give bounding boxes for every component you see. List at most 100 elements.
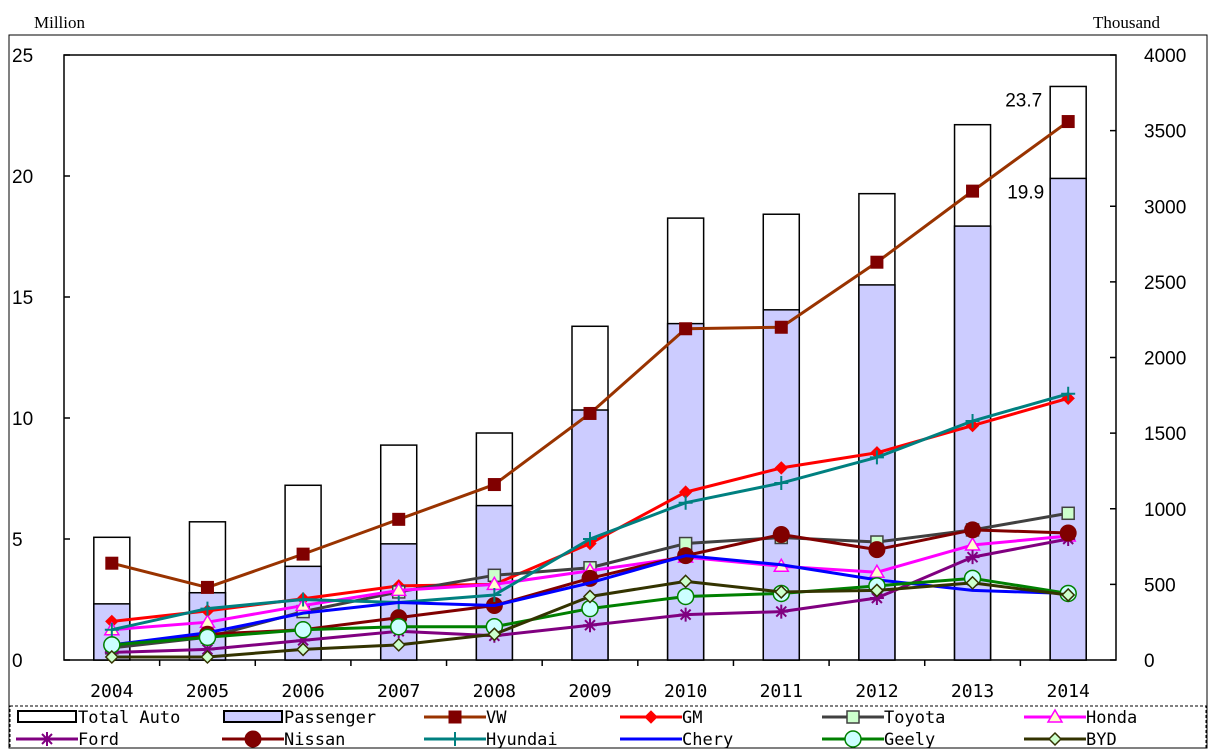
point-byd-2010 xyxy=(678,574,693,589)
point-ford-2009 xyxy=(583,618,597,633)
x-tick-label: 2010 xyxy=(664,681,707,702)
point-byd-2014 xyxy=(1061,587,1076,603)
legend: Total Auto Passenger VW GM Toyota Honda Ford Ni… xyxy=(16,708,1137,749)
legend-marker xyxy=(448,710,462,724)
point-ford-2005 xyxy=(200,642,215,657)
x-tick-label: 2006 xyxy=(281,681,324,702)
point-ford-2011 xyxy=(774,604,789,619)
legend-marker xyxy=(1046,708,1064,723)
point-byd-2005 xyxy=(200,649,215,665)
legend-label: Ford xyxy=(78,730,119,749)
x-tick-label: 2012 xyxy=(855,681,898,702)
legend-label: Toyota xyxy=(884,708,945,728)
point-nissan-2013 xyxy=(964,521,982,539)
legend-item-ford: Ford xyxy=(16,730,119,749)
left-tick-label: 10 xyxy=(12,409,33,430)
point-ford-2006 xyxy=(296,633,311,648)
point-byd-2012 xyxy=(869,583,884,598)
legend-marker xyxy=(1047,731,1063,747)
legend-box xyxy=(9,705,1207,749)
legend-label: GM xyxy=(682,708,702,728)
point-byd-2004 xyxy=(104,649,119,665)
point-hyundai-2010 xyxy=(678,495,693,510)
lines-layer xyxy=(103,115,1077,665)
point-vw-2007 xyxy=(392,512,406,526)
legend-marker xyxy=(448,732,462,746)
point-hyundai-2012 xyxy=(869,450,884,465)
point-byd-2011 xyxy=(774,584,789,599)
x-tick-label: 2007 xyxy=(377,681,420,702)
legend-item-passenger: Passenger xyxy=(223,708,376,728)
legend-label: Nissan xyxy=(284,730,345,749)
right-tick-label: 1500 xyxy=(1144,424,1186,445)
legend-item-byd: BYD xyxy=(1024,730,1117,749)
point-vw-2010 xyxy=(679,322,693,336)
data-label-bg xyxy=(997,180,1048,205)
right-tick-label: 4000 xyxy=(1144,46,1186,67)
point-toyota-2014 xyxy=(1061,506,1075,521)
legend-label: Hyundai xyxy=(486,730,558,749)
point-hyundai-2014 xyxy=(1061,386,1076,401)
x-tick-label: 2013 xyxy=(951,681,994,702)
point-ford-2013 xyxy=(965,550,980,565)
legend-item-chery: Chery xyxy=(620,730,733,749)
point-honda-2013 xyxy=(964,536,981,551)
point-byd-2006 xyxy=(296,642,311,657)
right-tick-label: 3000 xyxy=(1144,197,1186,218)
legend-label: Chery xyxy=(682,730,733,749)
point-hyundai-2013 xyxy=(965,414,980,429)
x-tick-label: 2009 xyxy=(568,681,611,702)
legend-item-gm: GM xyxy=(620,708,702,728)
legend-swatch xyxy=(17,710,77,723)
right-axis-unit: Thousand xyxy=(1093,13,1161,32)
point-vw-2009 xyxy=(583,406,597,420)
point-vw-2011 xyxy=(774,320,788,334)
point-vw-2008 xyxy=(487,478,501,492)
point-vw-2005 xyxy=(200,580,214,594)
legend-label: VW xyxy=(486,708,507,728)
point-byd-2013 xyxy=(965,575,980,590)
point-hyundai-2011 xyxy=(774,476,789,491)
point-hyundai-2004 xyxy=(104,622,119,637)
legend-label: Passenger xyxy=(284,708,376,728)
point-hyundai-2008 xyxy=(487,587,502,602)
legend-marker xyxy=(844,730,862,748)
point-nissan-2011 xyxy=(772,525,790,543)
point-hyundai-2005 xyxy=(200,601,215,616)
point-hyundai-2006 xyxy=(296,592,311,607)
x-tick-label: 2011 xyxy=(760,681,803,702)
point-vw-2012 xyxy=(870,255,884,269)
point-geely-2010 xyxy=(676,587,695,606)
point-vw-2014 xyxy=(1061,115,1075,129)
legend-swatch xyxy=(223,710,283,723)
left-tick-label: 5 xyxy=(12,530,23,551)
point-vw-2006 xyxy=(296,547,310,561)
legend-marker xyxy=(644,710,658,724)
legend-label: Geely xyxy=(884,730,935,749)
legend-marker xyxy=(244,730,262,748)
x-tick-label: 2014 xyxy=(1047,681,1090,702)
point-byd-2009 xyxy=(582,589,598,604)
left-tick-label: 15 xyxy=(12,288,33,309)
legend-label: Honda xyxy=(1086,708,1137,728)
legend-marker xyxy=(846,710,860,724)
right-tick-label: 0 xyxy=(1144,651,1155,672)
point-gm-2011 xyxy=(774,461,788,475)
legend-item-nissan: Nissan xyxy=(222,730,345,749)
right-tick-label: 3500 xyxy=(1144,122,1186,143)
legend-item-hyundai: Hyundai xyxy=(424,730,558,749)
point-geely-2007 xyxy=(389,617,408,636)
point-geely-2005 xyxy=(198,628,217,647)
point-nissan-2014 xyxy=(1059,524,1077,542)
right-tick-label: 2000 xyxy=(1144,349,1186,370)
legend-label: Total Auto xyxy=(78,708,180,728)
point-vw-2013 xyxy=(966,184,980,198)
axes-layer: 0 5 10 15 20 25 0 500 1000 1500 2000 2500 3000 3500 40… xyxy=(12,46,1186,702)
bar-passenger-2013 xyxy=(953,225,992,661)
x-tick-label: 2005 xyxy=(186,681,229,702)
data-label-total-2014: 23.7 xyxy=(1005,90,1042,111)
point-geely-2006 xyxy=(294,621,312,639)
point-byd-2008 xyxy=(487,627,502,642)
legend-label: BYD xyxy=(1086,730,1117,749)
